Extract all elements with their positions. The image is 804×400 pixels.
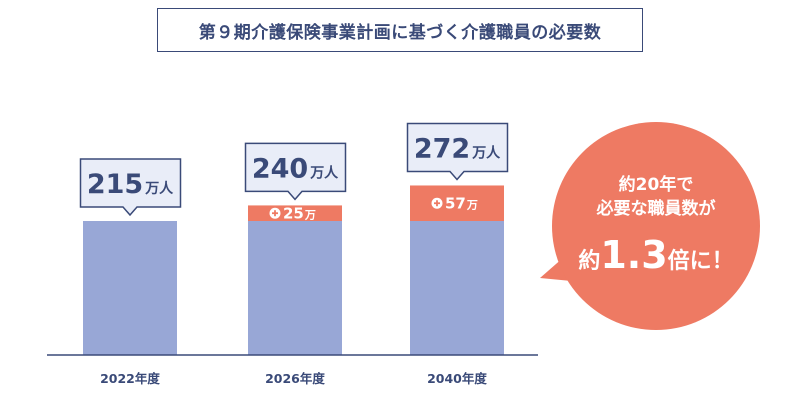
x-axis-labels: 2022年度 2026年度 2040年度 bbox=[100, 371, 487, 386]
x-tick-label-3: 2040年度 bbox=[427, 371, 487, 386]
x-tick-label-1: 2022年度 bbox=[100, 371, 160, 386]
total-callouts: 215 万人 240 万人 272 万人 bbox=[79, 122, 509, 217]
x-tick-label-2: 2026年度 bbox=[265, 371, 325, 386]
increase-label-3: 57万 bbox=[431, 195, 478, 213]
bubble-circle bbox=[552, 122, 760, 330]
bubble-line-1: 約20年で bbox=[619, 174, 694, 195]
increase-label-2: 25万 bbox=[269, 205, 316, 223]
bar-base-1 bbox=[83, 221, 177, 355]
bar-increase-3 bbox=[410, 185, 504, 221]
increase-value-2: 25万 bbox=[283, 205, 316, 223]
bars-layer: 25万 57万 bbox=[83, 185, 504, 355]
increase-value-3: 57万 bbox=[445, 195, 478, 213]
chart-title: 第９期介護保険事業計画に基づく介護職員の必要数 bbox=[157, 8, 643, 52]
bar-base-2 bbox=[248, 221, 342, 355]
total-callout-3: 272 万人 bbox=[406, 122, 509, 181]
total-callout-1: 215 万人 bbox=[79, 158, 182, 217]
bubble-line-2: 必要な職員数が bbox=[596, 198, 716, 219]
bar-base-3 bbox=[410, 221, 504, 355]
total-callout-2: 240 万人 bbox=[244, 142, 347, 201]
bubble-ratio: 約1.3倍に！ bbox=[578, 233, 733, 277]
